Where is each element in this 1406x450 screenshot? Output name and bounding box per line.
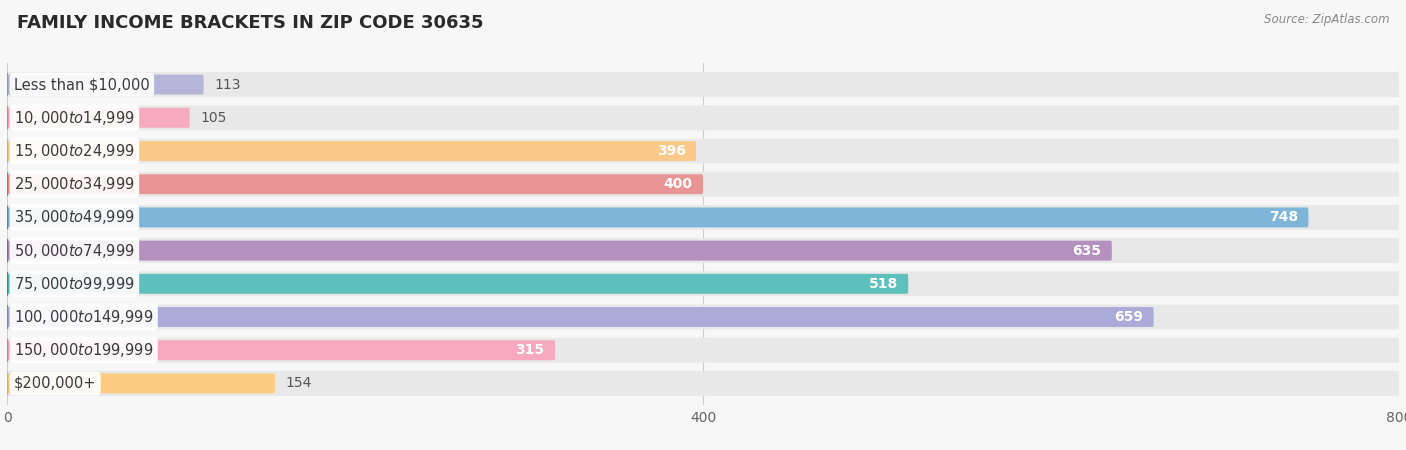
FancyBboxPatch shape [7,105,1399,130]
Text: $10,000 to $14,999: $10,000 to $14,999 [14,109,135,127]
FancyBboxPatch shape [7,72,1399,97]
Text: Source: ZipAtlas.com: Source: ZipAtlas.com [1264,14,1389,27]
Text: 748: 748 [1270,211,1298,225]
FancyBboxPatch shape [7,338,1399,363]
Text: Less than $10,000: Less than $10,000 [14,77,150,92]
FancyBboxPatch shape [7,307,1154,327]
Text: $150,000 to $199,999: $150,000 to $199,999 [14,341,153,359]
Text: $25,000 to $34,999: $25,000 to $34,999 [14,175,135,193]
FancyBboxPatch shape [7,205,1399,230]
FancyBboxPatch shape [7,108,190,128]
FancyBboxPatch shape [7,241,1112,261]
Text: 105: 105 [200,111,226,125]
FancyBboxPatch shape [7,305,1399,329]
FancyBboxPatch shape [7,374,276,393]
Text: 396: 396 [657,144,686,158]
Text: $50,000 to $74,999: $50,000 to $74,999 [14,242,135,260]
Text: $200,000+: $200,000+ [14,376,97,391]
FancyBboxPatch shape [7,371,1399,396]
Text: 154: 154 [285,376,312,391]
Text: 400: 400 [664,177,693,191]
FancyBboxPatch shape [7,271,1399,296]
Text: $75,000 to $99,999: $75,000 to $99,999 [14,275,135,293]
FancyBboxPatch shape [7,141,696,161]
FancyBboxPatch shape [7,172,1399,197]
FancyBboxPatch shape [7,207,1309,227]
Text: FAMILY INCOME BRACKETS IN ZIP CODE 30635: FAMILY INCOME BRACKETS IN ZIP CODE 30635 [17,14,484,32]
FancyBboxPatch shape [7,174,703,194]
Text: 659: 659 [1114,310,1143,324]
Text: 113: 113 [214,77,240,92]
Text: $100,000 to $149,999: $100,000 to $149,999 [14,308,153,326]
Text: 635: 635 [1073,243,1101,257]
FancyBboxPatch shape [7,238,1399,263]
Text: 315: 315 [516,343,544,357]
FancyBboxPatch shape [7,139,1399,163]
FancyBboxPatch shape [7,274,908,294]
Text: 518: 518 [869,277,898,291]
Text: $35,000 to $49,999: $35,000 to $49,999 [14,208,135,226]
FancyBboxPatch shape [7,340,555,360]
FancyBboxPatch shape [7,75,204,94]
Text: $15,000 to $24,999: $15,000 to $24,999 [14,142,135,160]
